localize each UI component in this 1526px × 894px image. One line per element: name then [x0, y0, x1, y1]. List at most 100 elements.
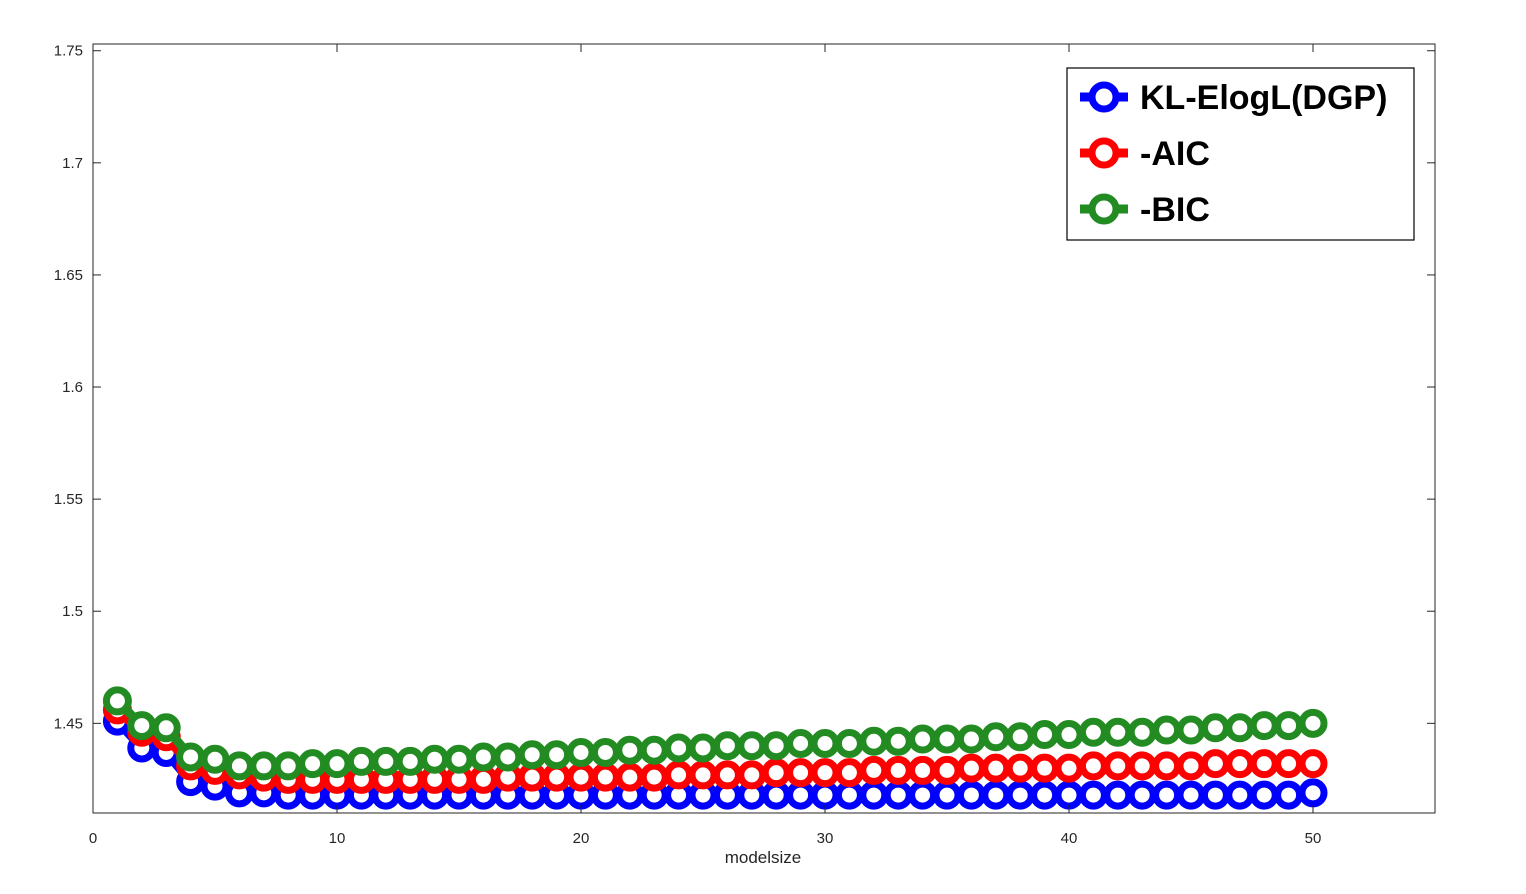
data-point: [1200, 713, 1230, 743]
data-point: [932, 780, 962, 810]
data-point: [1225, 713, 1255, 743]
y-tick-label: 1.65: [54, 267, 83, 284]
data-point: [786, 780, 816, 810]
data-point: [1030, 753, 1060, 783]
data-point: [810, 780, 840, 810]
data-point: [1103, 751, 1133, 781]
x-tick-label: 50: [1305, 830, 1322, 847]
data-point: [127, 711, 157, 741]
data-point: [468, 764, 498, 794]
legend-marker: [1088, 193, 1120, 225]
data-point: [1152, 715, 1182, 745]
legend-label: -AIC: [1140, 135, 1210, 173]
data-point: [1078, 717, 1108, 747]
data-point: [322, 749, 352, 779]
data-point: [1127, 780, 1157, 810]
data-point: [932, 724, 962, 754]
data-point: [566, 737, 596, 767]
data-point: [1078, 751, 1108, 781]
data-point: [1249, 749, 1279, 779]
data-point: [249, 751, 279, 781]
data-point: [712, 760, 742, 790]
data-point: [883, 755, 913, 785]
data-point: [1005, 753, 1035, 783]
legend-label: -BIC: [1140, 191, 1210, 229]
data-point: [1005, 722, 1035, 752]
y-tick-label: 1.55: [54, 491, 83, 508]
y-tick-label: 1.75: [54, 43, 83, 60]
data-point: [102, 686, 132, 716]
data-point: [493, 742, 523, 772]
data-point: [151, 713, 181, 743]
data-point: [761, 780, 791, 810]
legend: KL-ElogL(DGP) -AIC -BIC: [1066, 67, 1415, 241]
legend-label: KL-ElogL(DGP): [1140, 79, 1387, 117]
data-point: [786, 758, 816, 788]
data-point: [908, 755, 938, 785]
y-tick-label: 1.45: [54, 715, 83, 732]
data-point: [1078, 780, 1108, 810]
data-point: [664, 760, 694, 790]
data-point: [883, 726, 913, 756]
data-point: [1127, 717, 1157, 747]
data-point: [371, 746, 401, 776]
x-tick-label: 40: [1061, 830, 1078, 847]
data-point: [981, 722, 1011, 752]
data-point: [1274, 780, 1304, 810]
data-point: [883, 780, 913, 810]
data-point: [1127, 751, 1157, 781]
x-tick-label: 10: [329, 830, 346, 847]
data-point: [737, 760, 767, 790]
data-point: [1298, 749, 1328, 779]
data-point: [664, 733, 694, 763]
data-point: [444, 744, 474, 774]
data-point: [639, 762, 669, 792]
series-layer: [102, 686, 1328, 810]
data-point: [737, 731, 767, 761]
data-point: [1249, 711, 1279, 741]
data-point: [542, 762, 572, 792]
data-point: [908, 724, 938, 754]
data-point: [1005, 780, 1035, 810]
data-point: [810, 758, 840, 788]
data-point: [981, 780, 1011, 810]
data-point: [420, 744, 450, 774]
x-tick-label: 0: [89, 830, 97, 847]
data-point: [932, 755, 962, 785]
data-point: [1225, 780, 1255, 810]
data-point: [1030, 780, 1060, 810]
data-point: [1054, 720, 1084, 750]
data-point: [956, 724, 986, 754]
data-point: [517, 762, 547, 792]
data-point: [517, 740, 547, 770]
data-point: [1249, 780, 1279, 810]
y-tick-label: 1.5: [62, 603, 83, 620]
data-point: [834, 728, 864, 758]
data-point: [859, 780, 889, 810]
data-point: [981, 753, 1011, 783]
data-point: [956, 780, 986, 810]
data-point: [834, 780, 864, 810]
data-point: [590, 737, 620, 767]
data-point: [761, 758, 791, 788]
data-point: [834, 758, 864, 788]
data-point: [1103, 780, 1133, 810]
data-point: [224, 751, 254, 781]
data-point: [1225, 749, 1255, 779]
data-point: [859, 755, 889, 785]
data-point: [200, 744, 230, 774]
axes-box: [92, 43, 1436, 814]
data-point: [712, 731, 742, 761]
data-point: [859, 726, 889, 756]
y-tick-label: 1.6: [62, 379, 83, 396]
data-point: [1054, 780, 1084, 810]
series-3: [102, 686, 1328, 781]
x-tick-label: 30: [817, 830, 834, 847]
data-point: [566, 762, 596, 792]
data-point: [908, 780, 938, 810]
data-point: [1298, 708, 1328, 738]
legend-marker: [1088, 137, 1120, 169]
legend-marker: [1088, 81, 1120, 113]
data-point: [176, 742, 206, 772]
data-point: [786, 728, 816, 758]
